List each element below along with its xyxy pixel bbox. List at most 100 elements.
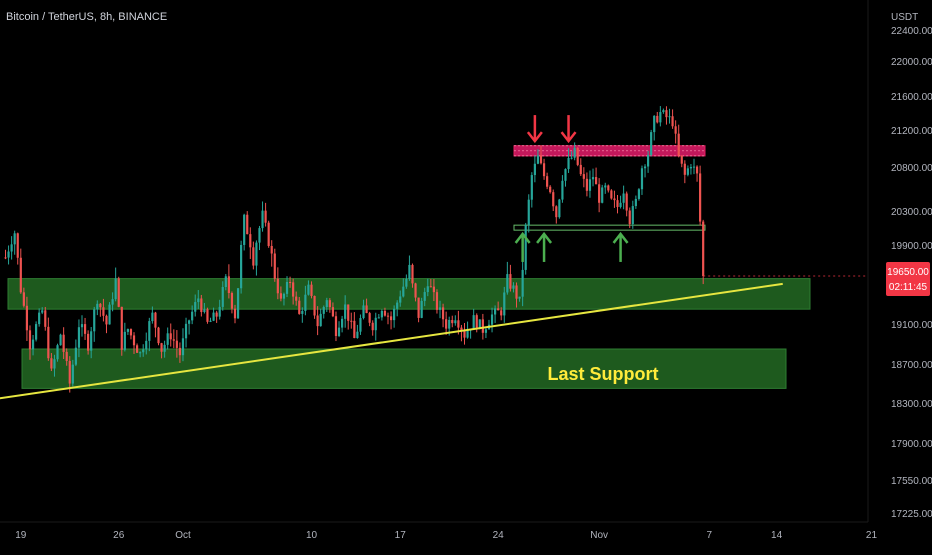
candle bbox=[62, 327, 65, 360]
candle bbox=[337, 321, 341, 338]
candle bbox=[647, 150, 650, 173]
time-tick-label: 24 bbox=[493, 530, 505, 541]
candle bbox=[172, 329, 175, 349]
candle bbox=[203, 302, 206, 314]
candle bbox=[227, 264, 230, 299]
candle bbox=[579, 158, 582, 176]
candle bbox=[16, 232, 19, 265]
candle bbox=[87, 330, 90, 355]
candle bbox=[567, 148, 570, 173]
candle bbox=[463, 323, 466, 345]
time-tick-label: 26 bbox=[113, 530, 125, 541]
neckline-zone bbox=[513, 224, 706, 231]
candle bbox=[59, 333, 62, 346]
candle bbox=[634, 195, 637, 209]
candle bbox=[261, 201, 264, 232]
candle bbox=[628, 207, 631, 229]
candle bbox=[142, 344, 145, 357]
candle bbox=[552, 189, 555, 212]
candle bbox=[643, 164, 647, 178]
price-tick-label: 19100.00 bbox=[891, 320, 932, 331]
candle bbox=[181, 328, 185, 362]
candle bbox=[454, 315, 457, 326]
candle bbox=[120, 306, 123, 356]
candle bbox=[96, 300, 99, 316]
candle bbox=[295, 291, 298, 306]
candle bbox=[4, 249, 7, 260]
candle bbox=[194, 294, 197, 317]
candle bbox=[622, 185, 625, 210]
candle bbox=[25, 296, 29, 341]
candle bbox=[191, 305, 194, 325]
candle bbox=[258, 225, 261, 251]
candle bbox=[83, 317, 87, 340]
candle bbox=[472, 308, 475, 330]
candle bbox=[555, 205, 558, 224]
candle bbox=[270, 240, 273, 267]
candle bbox=[331, 302, 335, 318]
candle bbox=[313, 295, 316, 319]
candle bbox=[386, 312, 390, 325]
time-tick-label: 19 bbox=[15, 530, 27, 541]
candle bbox=[252, 241, 255, 270]
candle bbox=[500, 307, 503, 321]
candle bbox=[7, 245, 10, 265]
candle bbox=[503, 286, 506, 323]
candle bbox=[512, 282, 515, 293]
candle bbox=[573, 142, 576, 161]
candle bbox=[108, 302, 111, 325]
candle bbox=[301, 307, 304, 323]
candle bbox=[197, 290, 200, 309]
candle bbox=[188, 319, 191, 335]
candle bbox=[536, 149, 540, 165]
candle bbox=[19, 248, 22, 294]
up-arrow-marker bbox=[612, 231, 629, 262]
candle bbox=[383, 307, 387, 317]
candle bbox=[576, 147, 579, 167]
candle bbox=[601, 184, 604, 204]
candle bbox=[175, 330, 178, 358]
candle bbox=[677, 124, 680, 158]
candle bbox=[518, 296, 521, 302]
candle bbox=[221, 281, 224, 311]
candle bbox=[154, 311, 157, 338]
candle bbox=[233, 304, 237, 324]
candle bbox=[420, 297, 423, 319]
candle bbox=[310, 281, 313, 299]
candle bbox=[243, 213, 246, 251]
candle bbox=[582, 167, 585, 188]
price-axis[interactable]: USDT 22400.00 22000.00 21600.00 21200.00 208… bbox=[867, 0, 932, 522]
candle bbox=[325, 297, 328, 313]
candle bbox=[438, 300, 442, 319]
candle bbox=[353, 312, 356, 339]
candle bbox=[145, 332, 148, 355]
candle bbox=[539, 145, 543, 165]
candle bbox=[411, 263, 414, 288]
candle bbox=[276, 267, 279, 300]
candle bbox=[371, 320, 374, 336]
ascending-trendline[interactable] bbox=[0, 282, 783, 401]
candle bbox=[524, 222, 527, 275]
price-tick-label: 18300.00 bbox=[891, 399, 932, 410]
candle bbox=[10, 236, 13, 260]
candle bbox=[610, 189, 613, 200]
candle bbox=[665, 106, 668, 125]
candle bbox=[166, 327, 169, 350]
candle bbox=[328, 298, 331, 313]
last-support-label: Last Support bbox=[548, 364, 659, 384]
candle bbox=[362, 299, 365, 320]
candle bbox=[22, 287, 25, 308]
candle bbox=[683, 160, 686, 184]
price-tick-label: 22400.00 bbox=[891, 26, 932, 37]
candle bbox=[31, 334, 35, 356]
candle bbox=[28, 325, 32, 360]
candle bbox=[160, 342, 163, 359]
time-axis[interactable]: 19 26 Oct 10 17 24 Nov 7 14 21 bbox=[0, 521, 877, 541]
candle bbox=[671, 109, 674, 129]
candle bbox=[316, 306, 319, 336]
candle bbox=[47, 317, 50, 361]
candle bbox=[429, 278, 432, 288]
candle bbox=[157, 326, 160, 346]
